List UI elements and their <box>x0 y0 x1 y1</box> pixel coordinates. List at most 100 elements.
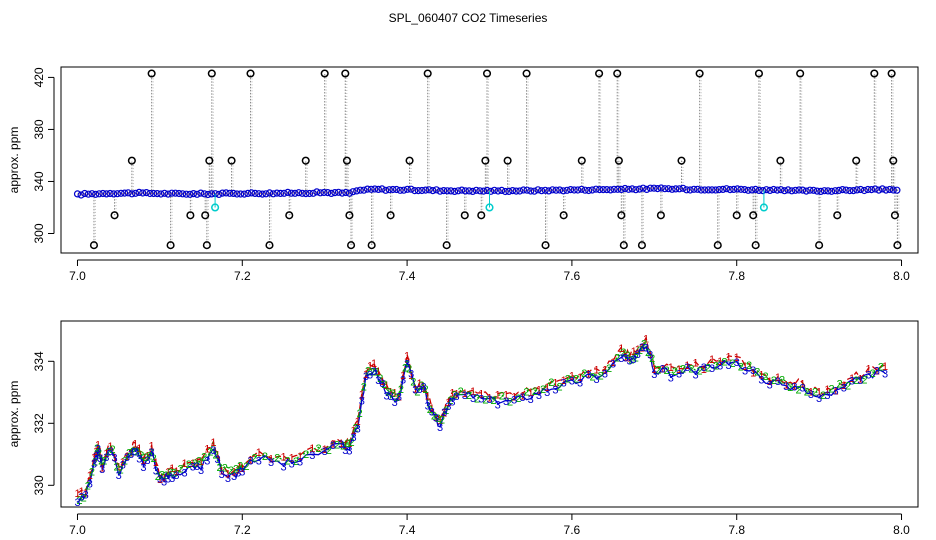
data-point <box>657 184 665 192</box>
outlier-point <box>890 211 899 220</box>
data-point <box>454 187 462 195</box>
data-point <box>809 186 818 194</box>
series-marker-3: 3 <box>791 382 797 394</box>
series-marker-2: 2 <box>507 397 513 409</box>
data-point <box>893 186 901 194</box>
series-marker-2: 2 <box>515 393 521 405</box>
series-marker-2: 2 <box>820 390 826 402</box>
series-marker-2: 2 <box>390 388 396 400</box>
outlier-point <box>887 69 896 78</box>
series-marker-3: 3 <box>83 489 89 501</box>
data-point <box>726 186 734 194</box>
series-marker-1: 1 <box>684 360 690 372</box>
series-marker-3: 3 <box>247 456 253 468</box>
series-marker-3: 3 <box>416 384 422 396</box>
series-marker-3: 3 <box>97 453 103 465</box>
data-point <box>886 185 894 194</box>
series-marker-2: 2 <box>649 353 655 365</box>
outlier-point <box>246 69 255 78</box>
data-point <box>403 185 411 193</box>
series-marker-1: 1 <box>204 444 210 456</box>
figure-title: SPL_060407 CO2 Timeseries <box>389 11 548 25</box>
series-marker-3: 3 <box>120 460 126 472</box>
data-point <box>353 187 361 195</box>
series-marker-3: 3 <box>231 471 237 483</box>
series-marker-2: 2 <box>222 463 228 475</box>
outlier-point <box>617 211 626 220</box>
data-point <box>490 186 498 194</box>
data-point <box>345 189 353 197</box>
series-marker-2: 2 <box>431 411 437 423</box>
x-tick-label: 7.8 <box>728 523 745 537</box>
series-marker-1: 1 <box>408 370 414 382</box>
data-point <box>316 189 324 197</box>
drop-point <box>485 203 494 212</box>
outlier-point <box>559 211 568 220</box>
series-marker-3: 3 <box>585 369 591 381</box>
series-marker-2: 2 <box>645 347 651 359</box>
data-point <box>585 186 593 195</box>
data-point <box>545 187 553 195</box>
outlier-point <box>749 211 758 220</box>
series-marker-3: 3 <box>165 474 171 486</box>
series-marker-3: 3 <box>725 360 731 372</box>
series-marker-3: 3 <box>350 432 356 444</box>
data-point <box>367 185 375 193</box>
series-marker-3: 3 <box>116 470 122 482</box>
outlier-point <box>889 156 898 165</box>
series-marker-3: 3 <box>437 422 443 434</box>
data-point <box>856 185 865 194</box>
series-marker-1: 1 <box>95 439 101 451</box>
data-point <box>791 186 800 194</box>
series-marker-3: 3 <box>379 378 385 390</box>
series-marker-3: 3 <box>775 376 781 388</box>
series-marker-2: 2 <box>167 467 173 479</box>
series-marker-2: 2 <box>142 452 148 464</box>
series-marker-2: 2 <box>439 415 445 427</box>
outlier-point <box>201 211 210 220</box>
series-marker-2: 2 <box>730 358 736 370</box>
data-point <box>668 185 676 193</box>
series-marker-1: 1 <box>561 375 567 387</box>
data-point <box>541 186 549 194</box>
series-marker-3: 3 <box>783 381 789 393</box>
series-marker-3: 3 <box>359 396 365 408</box>
data-point <box>291 189 299 197</box>
series-marker-2: 2 <box>89 466 95 478</box>
series-marker-1: 1 <box>93 446 99 458</box>
data-point <box>624 185 633 193</box>
series-marker-2: 2 <box>779 375 785 387</box>
series-marker-1: 1 <box>758 369 764 381</box>
data-point <box>704 186 713 194</box>
data-point <box>715 186 723 194</box>
series-marker-2: 2 <box>589 372 595 384</box>
series-marker-3: 3 <box>808 389 814 401</box>
data-point <box>240 190 248 198</box>
series-marker-2: 2 <box>414 386 420 398</box>
outlier-point <box>207 69 216 78</box>
series-marker-2: 2 <box>746 360 752 372</box>
series-marker-2: 2 <box>447 395 453 407</box>
series-marker-2: 2 <box>754 367 760 379</box>
series-marker-1: 1 <box>297 451 303 463</box>
outlier-point <box>147 69 156 78</box>
series-marker-1: 1 <box>346 438 352 450</box>
data-point <box>313 188 321 196</box>
series-marker-3: 3 <box>519 392 525 404</box>
data-point <box>653 185 662 193</box>
series-marker-1: 1 <box>676 364 682 376</box>
series-marker-3: 3 <box>528 394 534 406</box>
series-marker-2: 2 <box>155 471 161 483</box>
series-marker-2: 2 <box>637 345 643 357</box>
series-marker-2: 2 <box>109 444 115 456</box>
series-marker-1: 1 <box>87 470 93 482</box>
series-marker-3: 3 <box>346 445 352 457</box>
outlier-point <box>595 69 604 78</box>
data-point <box>153 190 161 198</box>
data-point <box>179 190 187 198</box>
series-marker-2: 2 <box>828 383 834 395</box>
data-point <box>719 185 727 193</box>
data-point <box>871 185 879 193</box>
series-marker-2: 2 <box>92 456 98 468</box>
series-marker-1: 1 <box>173 466 179 478</box>
